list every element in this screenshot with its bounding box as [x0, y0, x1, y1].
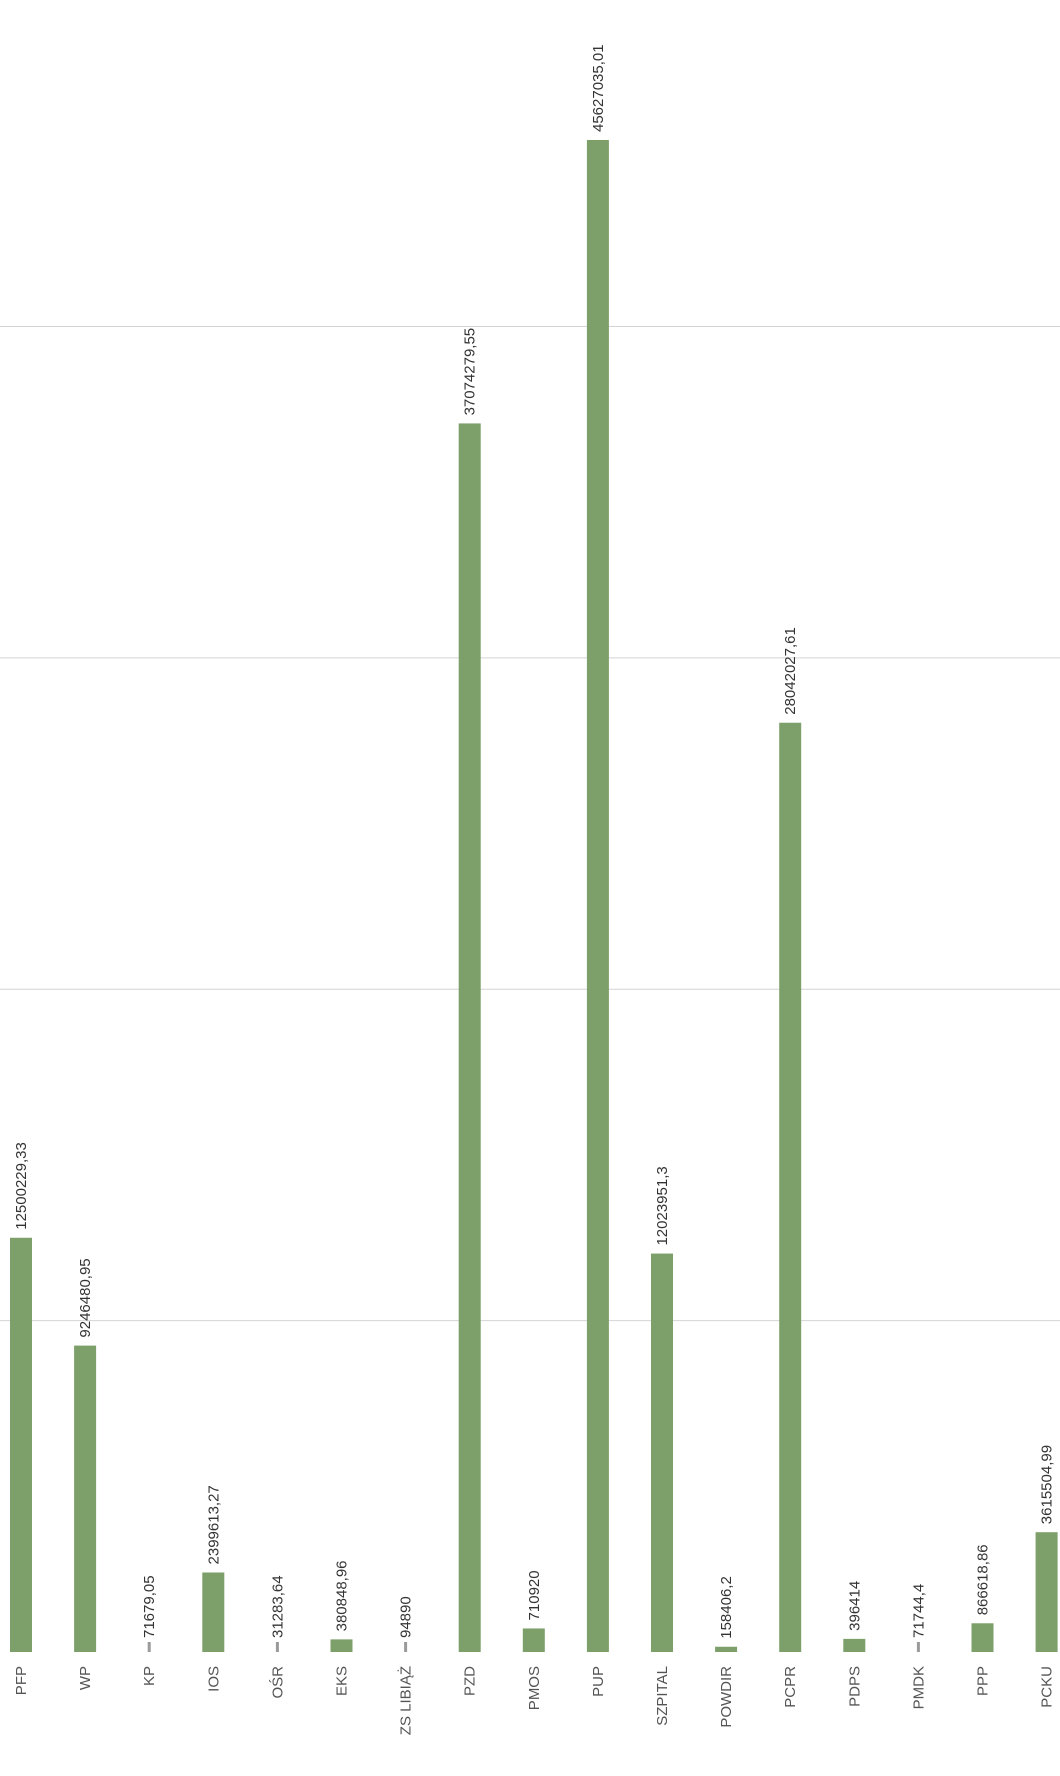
category-label: PDPS	[846, 1666, 863, 1707]
value-label: 71744,4	[910, 1584, 927, 1638]
bar-ios	[202, 1572, 225, 1652]
bar-szpital	[651, 1253, 673, 1652]
category-label: PPP	[975, 1666, 992, 1696]
category-label: PMOS	[526, 1666, 543, 1710]
category-label: PZD	[462, 1666, 479, 1696]
bar-kp	[147, 1642, 151, 1652]
category-label: IOS	[205, 1666, 222, 1692]
category-label: WP	[77, 1666, 94, 1690]
value-label: 396414	[846, 1581, 863, 1631]
bar-pmos	[522, 1628, 545, 1652]
bar-zs-libiąż	[404, 1642, 408, 1652]
gridlines	[0, 325, 1060, 1322]
bar-ppp	[971, 1623, 994, 1652]
bar-eks	[330, 1639, 353, 1652]
bar-pzd	[458, 423, 481, 1652]
bar-pcku	[1035, 1532, 1058, 1652]
value-label: 710920	[526, 1570, 543, 1620]
value-label: 31283,64	[269, 1575, 286, 1638]
value-label: 866618,86	[975, 1544, 992, 1615]
category-label: SZPITAL	[654, 1666, 671, 1726]
bar-pmdk	[916, 1642, 920, 1652]
bar-powdir	[715, 1646, 738, 1652]
category-label: POWDIR	[718, 1666, 735, 1728]
bar-pfp	[10, 1237, 32, 1652]
value-label: 12023951,3	[654, 1166, 671, 1245]
category-label: ZS LIBIĄŻ	[397, 1666, 415, 1735]
category-label: PMDK	[910, 1666, 927, 1709]
category-label: OŚR	[268, 1666, 286, 1699]
category-label: PUP	[590, 1666, 607, 1697]
value-label: 3615504,99	[1039, 1445, 1056, 1524]
value-label: 2399613,27	[205, 1485, 222, 1564]
category-label: PCKU	[1039, 1666, 1056, 1708]
category-label: PFP	[13, 1666, 30, 1695]
value-label: 94890	[398, 1596, 415, 1638]
bar-pcpr	[779, 722, 802, 1652]
bars	[10, 140, 1058, 1652]
value-label: 45627035,01	[590, 44, 607, 132]
bar-wp	[74, 1345, 97, 1652]
value-labels: 12500229,33 9246480,95 71679,05 2399613,27 3…	[13, 44, 1056, 1638]
category-label: PCPR	[782, 1666, 799, 1708]
value-label: 12500229,33	[13, 1142, 30, 1230]
category-label: EKS	[334, 1666, 351, 1696]
value-label: 9246480,95	[77, 1258, 94, 1337]
value-label: 380848,96	[334, 1560, 351, 1631]
value-label: 71679,05	[141, 1575, 158, 1638]
value-label: 158406,2	[718, 1576, 735, 1639]
category-label: KP	[141, 1666, 158, 1686]
bar-pdps	[843, 1638, 866, 1652]
category-labels: PFP WP KP IOS OŚR EKS ZS LIBIĄŻ PZD PMOS PUP SZPIT…	[13, 1666, 1056, 1735]
value-label: 28042027,61	[782, 627, 799, 715]
bar-pup	[586, 140, 609, 1652]
bar-ośr	[275, 1642, 279, 1652]
value-label: 37074279,55	[462, 328, 479, 416]
